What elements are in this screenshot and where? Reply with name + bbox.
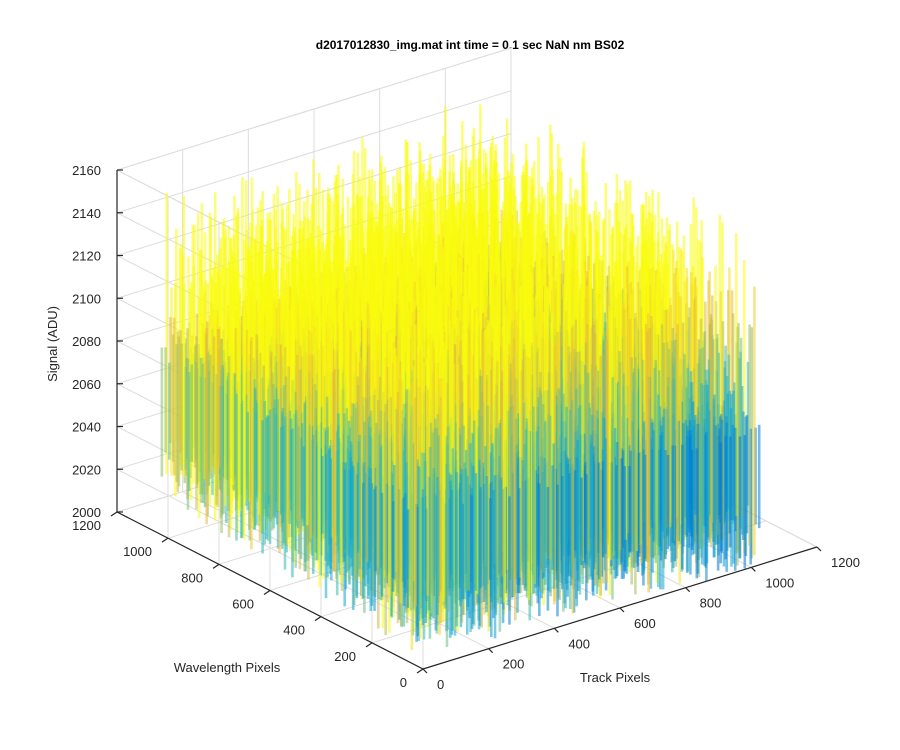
chart-title: d2017012830_img.mat int time = 0.1 sec N… bbox=[316, 38, 625, 52]
box-top-edge bbox=[116, 47, 512, 171]
surface-plot bbox=[160, 104, 761, 650]
